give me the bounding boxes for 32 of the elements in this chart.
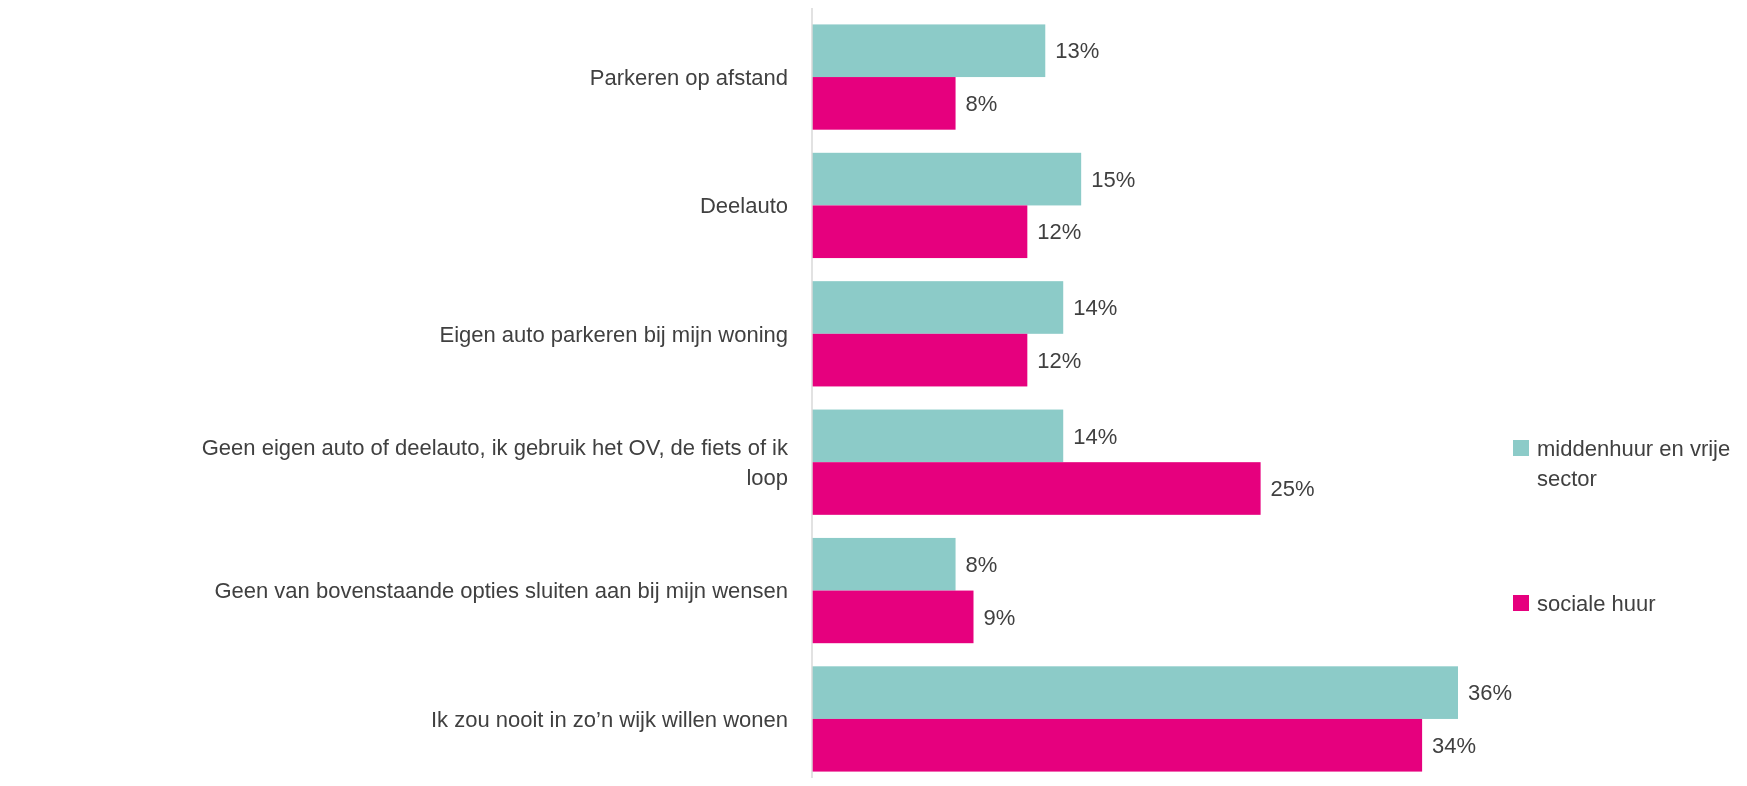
y-tick-label: Geen eigen auto of deelauto, ik gebruik het OV, de fiets of ik loop <box>201 434 789 490</box>
y-tick-label: Ik zou nooit in zo’n wijk willen wonen <box>430 706 788 732</box>
y-tick-label: Eigen auto parkeren bij mijn woning <box>439 321 788 347</box>
bar <box>812 462 1261 515</box>
bar <box>812 537 956 591</box>
bar <box>812 281 1064 334</box>
legend-label: middenhuur en vrije sector <box>1537 435 1731 491</box>
bar <box>812 205 1028 259</box>
y-tick-label: Deelauto <box>699 193 788 219</box>
y-tick-label: Parkeren op afstand <box>589 64 788 90</box>
bar <box>812 333 1028 387</box>
data-label: 36% <box>1468 680 1513 706</box>
data-label: 13% <box>1055 38 1100 64</box>
data-label: 15% <box>1091 166 1136 192</box>
bar <box>812 77 956 130</box>
data-label: 34% <box>1432 732 1477 758</box>
bar <box>812 666 1458 719</box>
data-label: 14% <box>1073 423 1118 449</box>
data-label: 9% <box>983 604 1016 630</box>
bar <box>812 409 1064 463</box>
data-label: 25% <box>1270 476 1315 502</box>
data-label: 8% <box>965 91 998 117</box>
data-label: 12% <box>1037 219 1082 245</box>
bar <box>812 152 1082 206</box>
bar <box>812 590 974 644</box>
legend-label: sociale huur <box>1537 590 1656 616</box>
y-tick-label: Geen van bovenstaande opties sluiten aan bij mijn wensen <box>214 578 788 604</box>
data-label: 8% <box>965 551 998 577</box>
bar <box>812 24 1046 78</box>
data-label: 14% <box>1073 295 1118 321</box>
bar <box>812 718 1423 772</box>
data-label: 12% <box>1037 347 1082 373</box>
